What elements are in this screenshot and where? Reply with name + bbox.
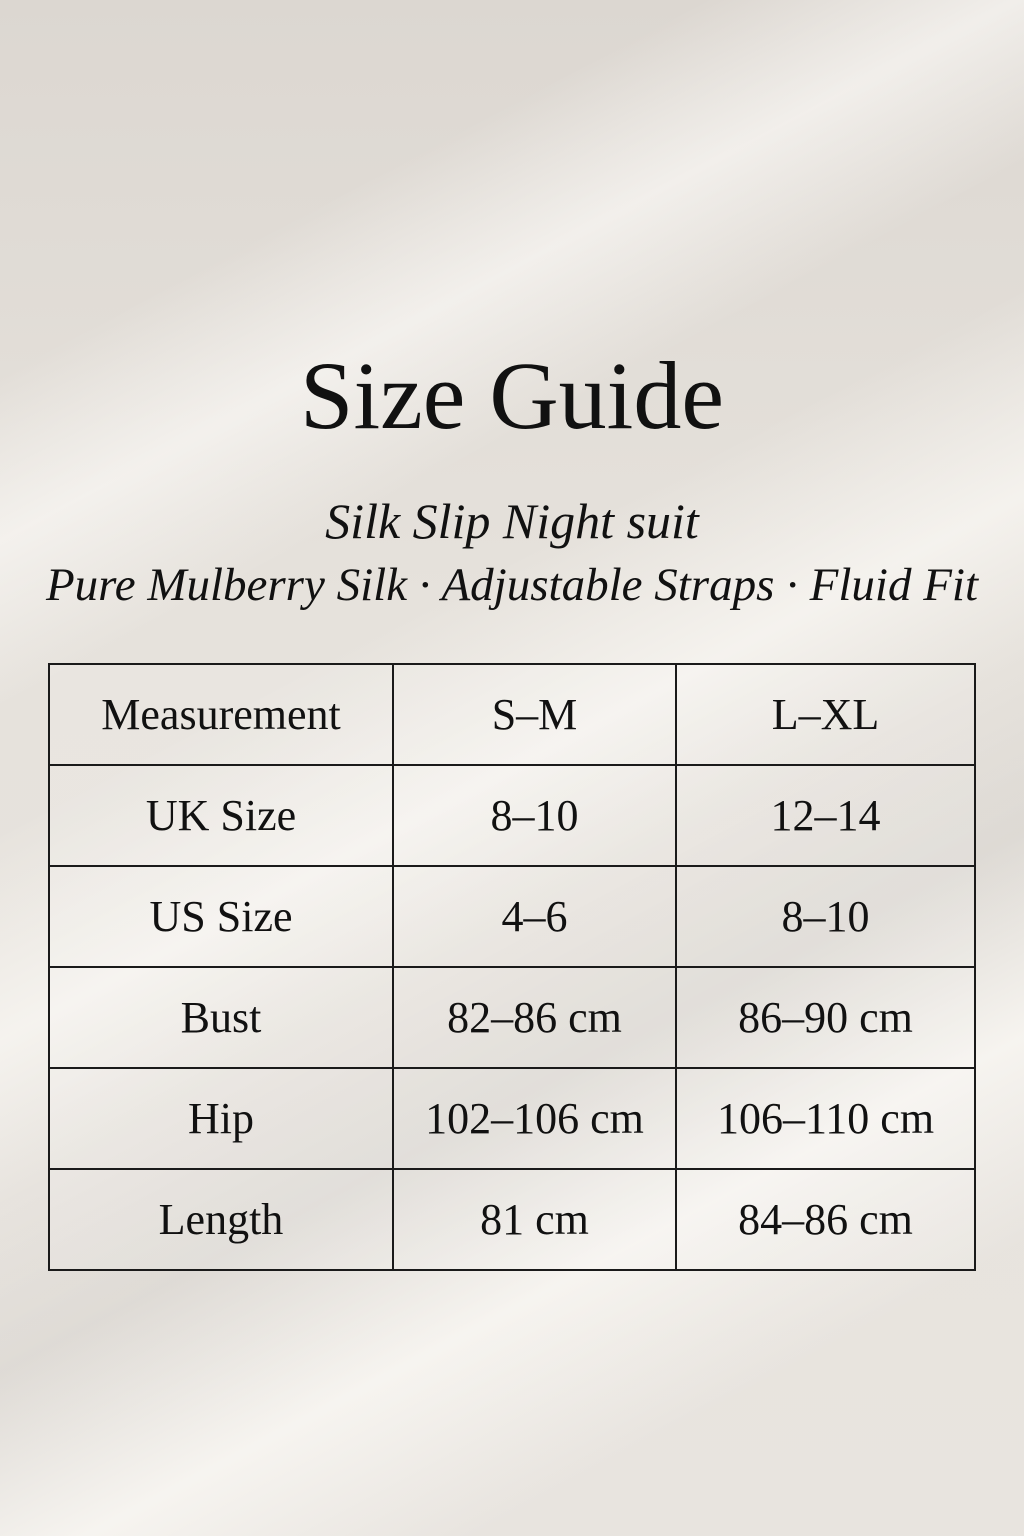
table-row: Hip 102–106 cm 106–110 cm: [48, 1067, 976, 1170]
table-cell: 84–86 cm: [675, 1168, 976, 1271]
table-cell: 86–90 cm: [675, 966, 976, 1069]
table-header-row: Measurement S–M L–XL: [48, 663, 976, 766]
header-cell: S–M: [392, 663, 677, 766]
table-cell: Bust: [48, 966, 394, 1069]
table-cell: 81 cm: [392, 1168, 677, 1271]
header-cell: L–XL: [675, 663, 976, 766]
table-cell: 4–6: [392, 865, 677, 968]
size-table: Measurement S–M L–XL UK Size 8–10 12–14 US Siz…: [48, 663, 976, 1271]
product-name: Silk Slip Night suit: [325, 493, 699, 549]
table-cell: UK Size: [48, 764, 394, 867]
table-cell: 82–86 cm: [392, 966, 677, 1069]
table-cell: US Size: [48, 865, 394, 968]
table-row: US Size 4–6 8–10: [48, 865, 976, 968]
page-title: Size Guide: [300, 342, 724, 449]
table-cell: Length: [48, 1168, 394, 1271]
table-cell: 106–110 cm: [675, 1067, 976, 1170]
table-cell: Hip: [48, 1067, 394, 1170]
table-row: Length 81 cm 84–86 cm: [48, 1168, 976, 1271]
header-cell: Measurement: [48, 663, 394, 766]
table-row: Bust 82–86 cm 86–90 cm: [48, 966, 976, 1069]
product-features: Pure Mulberry Silk · Adjustable Straps ·…: [45, 559, 979, 611]
table-cell: 8–10: [675, 865, 976, 968]
table-cell: 102–106 cm: [392, 1067, 677, 1170]
table-cell: 8–10: [392, 764, 677, 867]
table-row: UK Size 8–10 12–14: [48, 764, 976, 867]
table-cell: 12–14: [675, 764, 976, 867]
